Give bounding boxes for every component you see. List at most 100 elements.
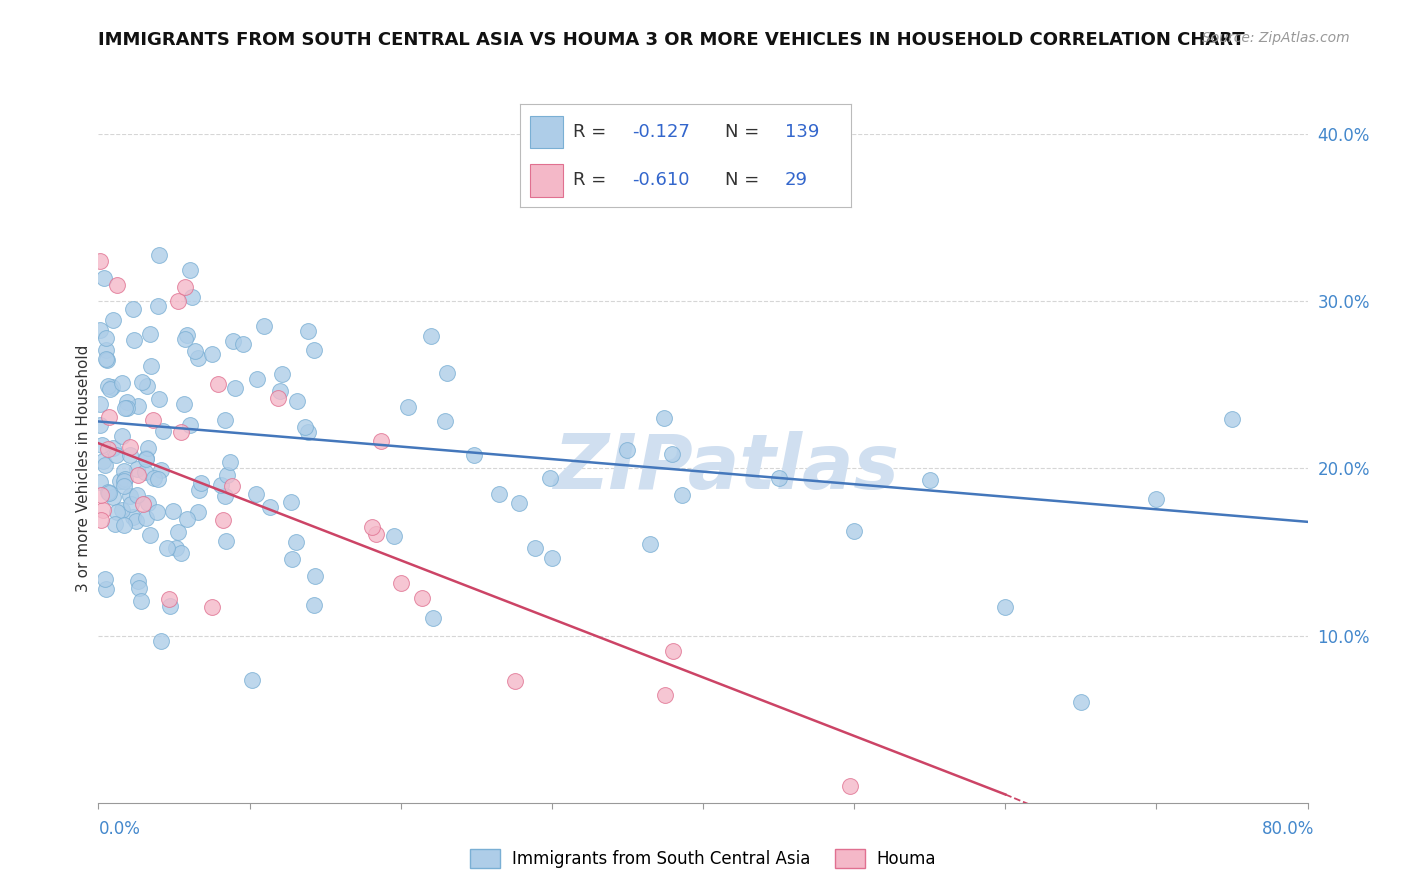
Point [94, 351, 117, 366]
Point [121, 509, 143, 524]
Point [224, 381, 246, 395]
Point [180, 290, 202, 304]
Point [127, 399, 149, 413]
Point [1070, 695, 1092, 709]
Text: 139: 139 [785, 123, 818, 141]
Point [89, 397, 111, 411]
Text: 80.0%: 80.0% [1263, 820, 1315, 838]
Point [96, 352, 118, 367]
Point [98, 383, 121, 397]
Point [114, 472, 136, 486]
Point [112, 478, 135, 492]
Point [212, 513, 235, 527]
Point [121, 301, 143, 316]
Point [488, 487, 510, 501]
Point [94, 582, 117, 596]
Point [420, 329, 443, 343]
Point [162, 504, 184, 518]
Point [115, 395, 138, 409]
Point [304, 343, 326, 358]
Point [101, 441, 124, 455]
Point [215, 468, 238, 483]
Point [222, 334, 245, 348]
Point [111, 376, 134, 390]
Point [170, 545, 193, 559]
Point [142, 413, 165, 427]
Point [207, 377, 229, 392]
Point [114, 401, 136, 415]
Point [169, 425, 191, 439]
Point [245, 372, 267, 386]
Point [463, 448, 485, 462]
Point [96, 331, 118, 345]
Point [135, 451, 157, 466]
Point [436, 366, 458, 380]
Point [127, 468, 149, 483]
Point [190, 475, 212, 490]
Point [129, 594, 152, 608]
Point [150, 634, 173, 648]
Point [209, 477, 232, 491]
Point [671, 488, 693, 502]
Point [97, 442, 120, 456]
Point [152, 424, 174, 438]
Point [187, 504, 209, 518]
Point [120, 497, 142, 511]
Point [110, 474, 132, 488]
Point [136, 495, 159, 509]
Point [245, 487, 267, 501]
Point [187, 483, 209, 498]
Point [134, 465, 156, 479]
Point [166, 293, 188, 308]
Point [150, 463, 173, 477]
Point [508, 496, 530, 510]
Point [176, 512, 198, 526]
Bar [530, 116, 564, 148]
Point [89, 323, 111, 337]
Point [97, 485, 120, 500]
Point [94, 572, 117, 586]
Point [128, 581, 150, 595]
Point [89, 417, 111, 432]
Point [179, 418, 201, 433]
Point [112, 518, 135, 533]
Point [93, 458, 115, 473]
Bar [530, 164, 564, 196]
Point [112, 474, 135, 488]
Point [127, 462, 149, 476]
Point [135, 511, 157, 525]
Point [103, 490, 125, 504]
Point [187, 351, 209, 366]
Point [105, 277, 128, 292]
Point [118, 440, 141, 454]
Text: ZIPatlas: ZIPatlas [554, 432, 900, 505]
Point [214, 489, 236, 503]
Point [382, 529, 405, 543]
Point [98, 410, 121, 425]
Point [115, 401, 138, 416]
Point [994, 599, 1017, 614]
Point [93, 502, 115, 516]
Point [111, 428, 134, 442]
Point [918, 473, 941, 487]
Point [120, 489, 142, 503]
Point [97, 378, 120, 392]
Point [131, 375, 153, 389]
Point [136, 378, 159, 392]
Point [125, 514, 148, 528]
Point [105, 448, 128, 462]
Point [259, 500, 281, 514]
Point [662, 644, 685, 658]
Point [138, 327, 160, 342]
Point [652, 411, 675, 425]
Point [361, 520, 384, 534]
Point [269, 384, 291, 398]
Point [167, 524, 190, 539]
Point [267, 391, 290, 405]
Point [90, 513, 112, 527]
Text: Source: ZipAtlas.com: Source: ZipAtlas.com [1202, 31, 1350, 45]
Point [146, 299, 169, 313]
Point [120, 448, 142, 462]
Point [297, 324, 319, 338]
Point [839, 779, 862, 793]
